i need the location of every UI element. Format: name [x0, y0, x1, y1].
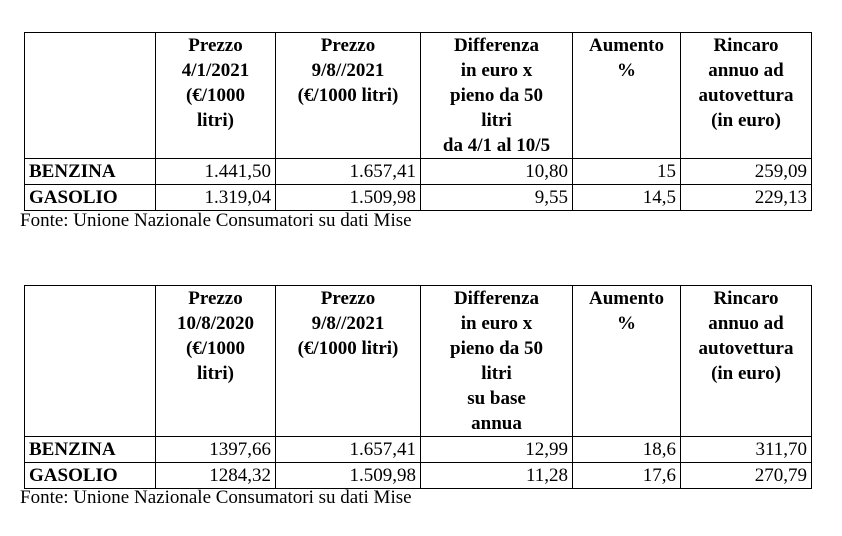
- header-line: su base: [467, 388, 526, 409]
- header-line: Differenza: [453, 35, 540, 56]
- header-line: Differenza: [453, 288, 540, 309]
- table-cell: 11,28: [420, 462, 573, 489]
- header-line: annuo ad: [708, 313, 784, 334]
- header-line: litri): [197, 363, 234, 384]
- header-line: litri): [197, 110, 234, 131]
- header-line: da 4/1 al 10/5: [442, 135, 551, 156]
- header-line: Prezzo: [188, 35, 243, 56]
- table-cell: 229,13: [680, 184, 812, 211]
- header-line: (€/1000 litri): [297, 85, 399, 106]
- table-row: GASOLIO 1284,32 1.509,98 11,28 17,6 270,79: [24, 462, 812, 489]
- fuel-label: BENZINA: [24, 158, 156, 185]
- column-header: Differenza in euro x pieno da 50 litri da 4/…: [420, 32, 573, 159]
- header-line: (€/1000 litri): [297, 338, 399, 359]
- header-line: 9/8//2021: [311, 313, 385, 334]
- header-line: litri: [481, 363, 512, 384]
- header-line: pieno da 50: [450, 338, 543, 359]
- table-cell: 311,70: [680, 436, 812, 463]
- header-cell-empty: [24, 285, 156, 437]
- fuel-label: GASOLIO: [24, 184, 156, 211]
- source-note: Fonte: Unione Nazionale Consumatori su d…: [20, 210, 412, 231]
- table-cell: 1.319,04: [155, 184, 276, 211]
- header-line: autovettura: [698, 338, 794, 359]
- header-cell-empty: [24, 32, 156, 159]
- table-cell: 1.509,98: [275, 184, 421, 211]
- table-header-row: Prezzo 4/1/2021 (€/1000 litri) Prezzo 9/8//20…: [24, 32, 812, 159]
- table-cell: 1.657,41: [275, 436, 421, 463]
- header-line: litri: [481, 110, 512, 131]
- header-line: in euro x: [460, 60, 533, 81]
- table-cell: 18,6: [572, 436, 681, 463]
- header-line: 9/8//2021: [311, 60, 385, 81]
- header-line: Rincaro: [713, 35, 779, 56]
- table-row: BENZINA 1.441,50 1.657,41 10,80 15 259,09: [24, 158, 812, 185]
- header-line: %: [617, 60, 636, 81]
- column-header: Aumento%: [572, 285, 681, 437]
- header-line: autovettura: [698, 85, 794, 106]
- header-line: Rincaro: [713, 288, 779, 309]
- table-row: GASOLIO 1.319,04 1.509,98 9,55 14,5 229,13: [24, 184, 812, 211]
- header-line: Prezzo: [320, 35, 376, 56]
- column-header: Differenza in euro x pieno da 50 litri su ba…: [420, 285, 573, 437]
- table-row: BENZINA 1397,66 1.657,41 12,99 18,6 311,70: [24, 436, 812, 463]
- header-line: (in euro): [711, 110, 781, 131]
- table-cell: 14,5: [572, 184, 681, 211]
- header-line: pieno da 50: [450, 85, 543, 106]
- table-cell: 1397,66: [155, 436, 276, 463]
- header-line: 4/1/2021: [181, 60, 250, 81]
- table-cell: 1.509,98: [275, 462, 421, 489]
- table-cell: 1.441,50: [155, 158, 276, 185]
- column-header: Prezzo 9/8//2021 (€/1000 litri): [275, 32, 421, 159]
- header-line: (in euro): [711, 363, 781, 384]
- table-cell: 15: [572, 158, 681, 185]
- header-line: Prezzo: [320, 288, 376, 309]
- header-line: Aumento: [589, 35, 664, 56]
- table-header-row: Prezzo 10/8/2020 (€/1000 litri) Prezzo 9/8//2…: [24, 285, 812, 437]
- column-header: Aumento%: [572, 32, 681, 159]
- table-cell: 1.657,41: [275, 158, 421, 185]
- table-cell: 9,55: [420, 184, 573, 211]
- header-line: annuo ad: [708, 60, 784, 81]
- header-line: (€/1000: [185, 338, 246, 359]
- column-header: Rincaro annuo ad autovettura (in euro): [680, 32, 812, 159]
- price-table-2021: Prezzo 4/1/2021 (€/1000 litri) Prezzo 9/8//20…: [24, 32, 812, 211]
- table-cell: 270,79: [680, 462, 812, 489]
- column-header: Prezzo 4/1/2021 (€/1000 litri): [155, 32, 276, 159]
- price-table-annual: Prezzo 10/8/2020 (€/1000 litri) Prezzo 9/8//2…: [24, 285, 812, 489]
- fuel-label: GASOLIO: [24, 462, 156, 489]
- header-line: annua: [471, 413, 522, 434]
- header-line: (€/1000: [185, 85, 246, 106]
- table-cell: 1284,32: [155, 462, 276, 489]
- table-cell: 259,09: [680, 158, 812, 185]
- table-cell: 10,80: [420, 158, 573, 185]
- header-line: 10/8/2020: [176, 313, 255, 334]
- header-line: in euro x: [460, 313, 533, 334]
- source-note: Fonte: Unione Nazionale Consumatori su d…: [20, 487, 412, 508]
- column-header: Prezzo 9/8//2021 (€/1000 litri): [275, 285, 421, 437]
- column-header: Prezzo 10/8/2020 (€/1000 litri): [155, 285, 276, 437]
- fuel-label: BENZINA: [24, 436, 156, 463]
- header-line: Prezzo: [188, 288, 243, 309]
- header-line: Aumento: [589, 288, 664, 309]
- table-cell: 17,6: [572, 462, 681, 489]
- header-line: %: [617, 313, 636, 334]
- table-cell: 12,99: [420, 436, 573, 463]
- column-header: Rincaro annuo ad autovettura (in euro): [680, 285, 812, 437]
